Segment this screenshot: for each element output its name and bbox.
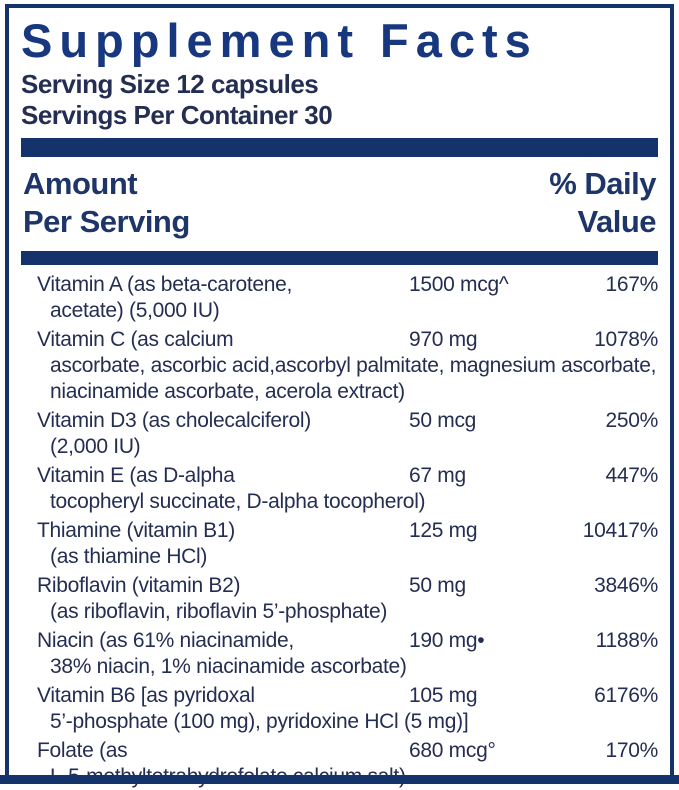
- table-row-riboflavin: Riboflavin (vitamin B2) 50 mg 3846% (as …: [21, 573, 658, 625]
- nutrient-name: Vitamin E (as D-alpha: [37, 464, 235, 487]
- amount-header-line2: Per Serving: [23, 204, 190, 239]
- nutrient-name-continuation: tocopheryl succinate, D-alpha tocopherol…: [50, 490, 426, 513]
- nutrient-amount: 67 mg: [409, 464, 466, 487]
- nutrient-daily-value: 170%: [605, 739, 658, 762]
- nutrient-daily-value: 447%: [605, 464, 658, 487]
- nutrient-amount: 105 mg: [409, 684, 478, 707]
- dv-header-line2: Value: [577, 204, 657, 239]
- divider-bar-bottom-crop: [0, 775, 679, 784]
- nutrient-amount: 970 mg: [409, 328, 478, 351]
- panel-title: Supplement Facts: [21, 14, 538, 67]
- nutrient-daily-value: 250%: [605, 409, 658, 432]
- table-row-thiamine: Thiamine (vitamin B1) 125 mg 10417% (as …: [21, 518, 658, 570]
- nutrient-name-continuation: (as riboflavin, riboflavin 5’-phosphate): [50, 600, 388, 623]
- nutrient-name: Niacin (as 61% niacinamide,: [37, 629, 294, 652]
- nutrient-amount: 50 mcg: [409, 409, 477, 432]
- nutrient-name: Vitamin D3 (as cholecalciferol): [37, 409, 311, 432]
- nutrient-daily-value: 3846%: [594, 574, 658, 597]
- amount-per-serving-header: Amount Per Serving: [23, 165, 190, 241]
- daily-value-header: % Daily Value: [549, 165, 656, 241]
- nutrient-amount: 190 mg•: [409, 629, 485, 652]
- nutrient-name: Vitamin C (as calcium: [37, 328, 234, 351]
- supplement-facts-panel: Supplement Facts Serving Size 12 capsule…: [5, 4, 674, 788]
- nutrient-amount: 1500 mcg^: [409, 273, 509, 296]
- nutrient-name-continuation: 5’-phosphate (100 mg), pyridoxine HCl (5…: [50, 710, 469, 733]
- nutrient-name: Folate (as: [37, 739, 128, 762]
- nutrient-daily-value: 6176%: [594, 684, 658, 707]
- servings-per-container-line: Servings Per Container 30: [21, 100, 333, 130]
- column-header-row: Amount Per Serving % Daily Value: [21, 157, 658, 251]
- nutrient-amount: 50 mg: [409, 574, 466, 597]
- nutrient-name: Vitamin A (as beta-carotene,: [37, 273, 293, 296]
- amount-header-line1: Amount: [23, 166, 138, 201]
- nutrient-daily-value: 1188%: [595, 629, 659, 652]
- nutrient-name-continuation: niacinamide ascorbate, acerola extract): [50, 380, 405, 403]
- nutrient-name-continuation: (as thiamine HCl): [50, 545, 208, 568]
- table-row-vitamin-c: Vitamin C (as calcium 970 mg 1078% ascor…: [21, 327, 658, 405]
- nutrient-rows: Vitamin A (as beta-carotene, 1500 mcg^ 1…: [21, 272, 658, 790]
- nutrient-name: Thiamine (vitamin B1): [37, 519, 235, 542]
- nutrient-name: Vitamin B6 [as pyridoxal: [37, 684, 255, 707]
- serving-size-line: Serving Size 12 capsules: [21, 69, 319, 99]
- nutrient-name-continuation: ascorbate, ascorbic acid,ascorbyl palmit…: [50, 354, 657, 377]
- nutrient-name: Riboflavin (vitamin B2): [37, 574, 241, 597]
- table-row-vitamin-e: Vitamin E (as D-alpha 67 mg 447% tocophe…: [21, 463, 658, 515]
- nutrient-amount: 125 mg: [409, 519, 478, 542]
- nutrient-amount: 680 mcg°: [409, 739, 496, 762]
- divider-bar-top: [21, 138, 658, 157]
- nutrient-daily-value: 167%: [605, 273, 658, 296]
- nutrient-daily-value: 1078%: [594, 328, 658, 351]
- nutrient-name-continuation: 38% niacin, 1% niacinamide ascorbate): [50, 655, 407, 678]
- table-row-vitamin-a: Vitamin A (as beta-carotene, 1500 mcg^ 1…: [21, 272, 658, 324]
- divider-bar-middle: [21, 251, 658, 265]
- nutrient-name-continuation: acetate) (5,000 IU): [50, 299, 220, 322]
- nutrient-name-continuation: (2,000 IU): [50, 435, 141, 458]
- dv-header-line1: % Daily: [549, 166, 656, 201]
- table-row-vitamin-b6: Vitamin B6 [as pyridoxal 105 mg 6176% 5’…: [21, 683, 658, 735]
- table-row-niacin: Niacin (as 61% niacinamide, 190 mg• 1188…: [21, 628, 658, 680]
- nutrient-daily-value: 10417%: [582, 519, 659, 542]
- table-row-vitamin-d3: Vitamin D3 (as cholecalciferol) 50 mcg 2…: [21, 408, 658, 460]
